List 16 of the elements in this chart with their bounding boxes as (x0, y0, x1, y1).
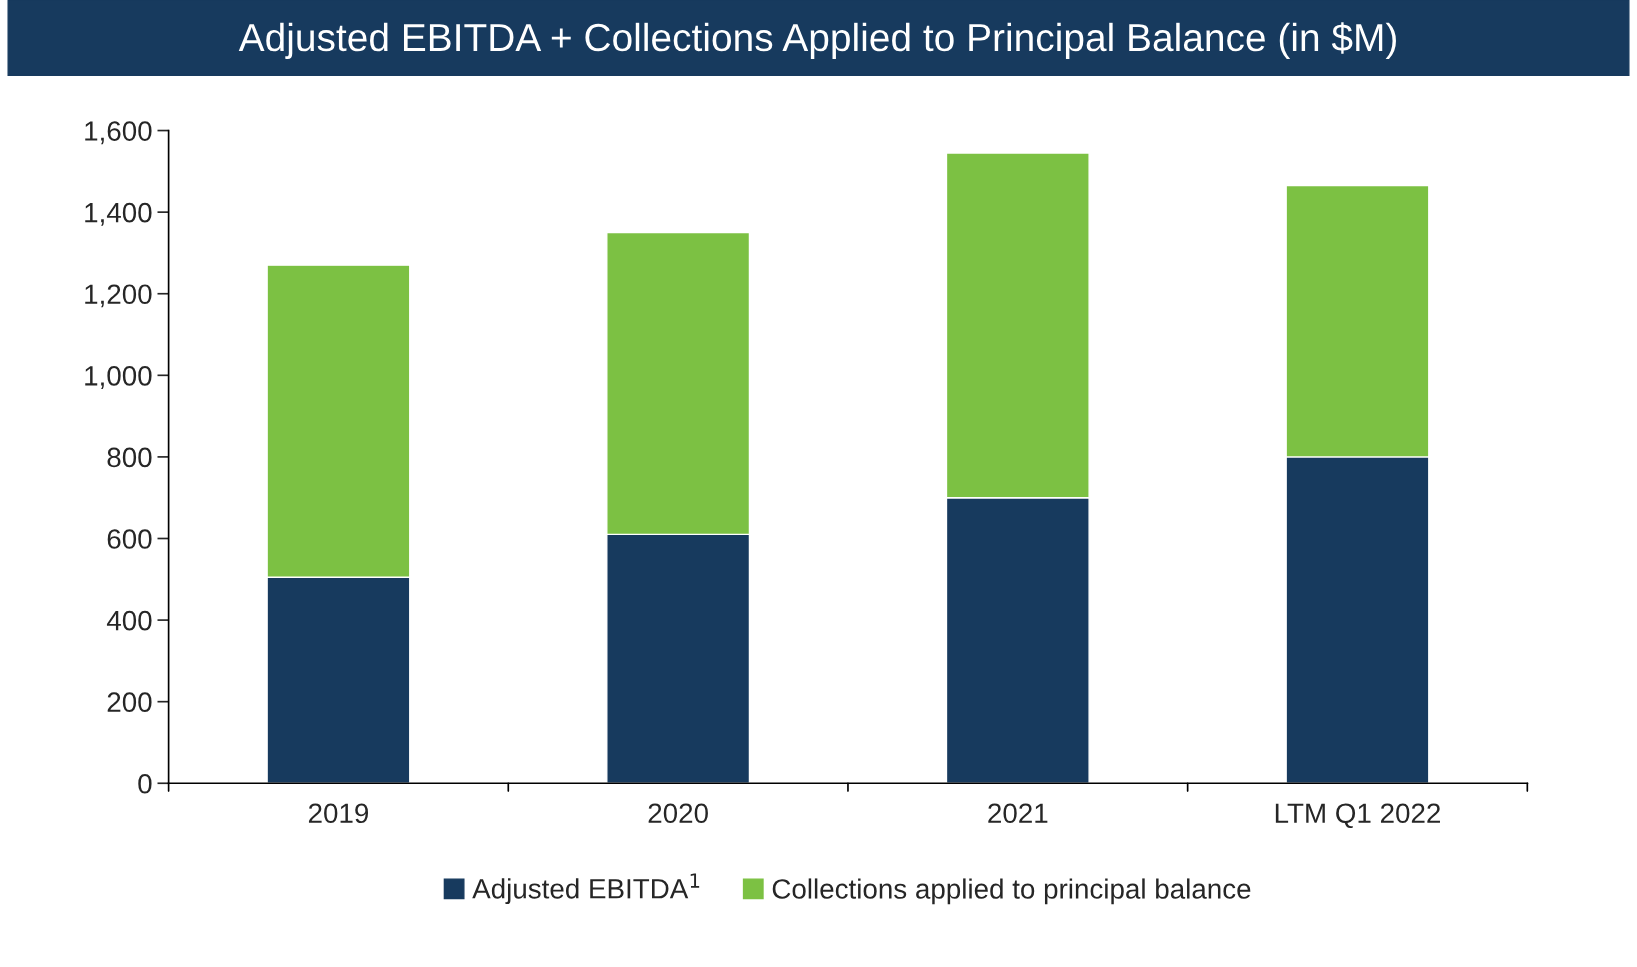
legend-label: Adjusted EBITDA$^{1}$ (472, 873, 700, 905)
x-tick-label: 2021 (988, 803, 1048, 824)
y-tick-label: 0 (138, 773, 152, 794)
y-tick-label: 1,400 (85, 202, 152, 226)
y-tick-label: 400 (106, 610, 152, 631)
y-tick-label: 200 (107, 692, 152, 713)
x-tick-label: 2020 (648, 803, 708, 824)
x-tick-label: LTM Q1 2022 (1275, 803, 1440, 829)
y-tick-label: 1,000 (85, 365, 152, 389)
y-tick-label: 600 (107, 529, 152, 549)
legend-label: Collections applied to principal balance (772, 878, 1251, 905)
chart-title: Adjusted EBITDA + Collections Applied to Principal Balance (in $M) (238, 22, 1396, 60)
y-tick-label: 1,600 (85, 121, 152, 145)
y-tick-label: 800 (107, 447, 152, 468)
x-tick-label: 2019 (308, 803, 369, 824)
y-tick-label: 1,200 (85, 284, 152, 308)
